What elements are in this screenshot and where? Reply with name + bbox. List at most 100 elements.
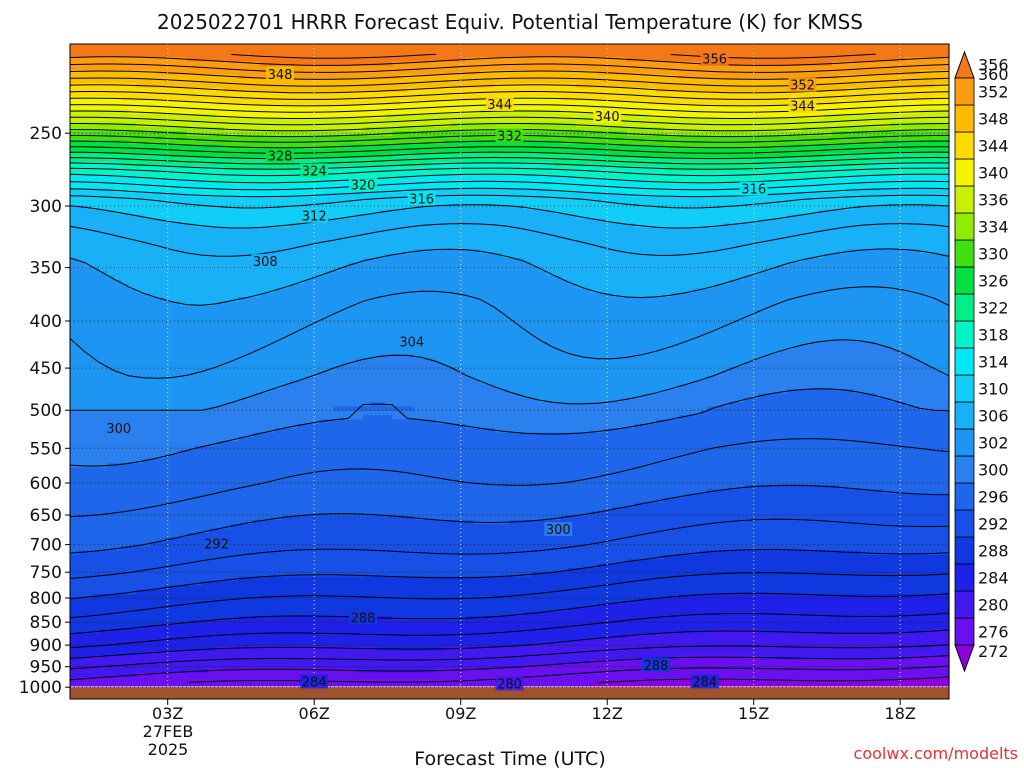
heatmap-cell [919, 209, 928, 215]
heatmap-cell [326, 44, 335, 49]
heatmap-cell [656, 92, 664, 97]
heatmap-cell [641, 214, 650, 220]
heatmap-cell [399, 175, 408, 180]
heatmap-cell [883, 135, 892, 141]
heatmap-cell [121, 113, 130, 119]
heatmap-cell [919, 118, 928, 124]
heatmap-cell [121, 153, 130, 159]
heatmap-cell [297, 118, 306, 124]
heatmap-cell [809, 140, 818, 146]
heatmap-cell [458, 44, 467, 49]
heatmap-cell [385, 218, 393, 224]
heatmap-cell [641, 140, 650, 146]
heatmap-cell [597, 57, 606, 63]
heatmap-cell [795, 188, 804, 194]
heatmap-cell [275, 100, 284, 106]
heatmap-cell [780, 166, 789, 172]
heatmap-cell [809, 48, 818, 54]
heatmap-cell [267, 196, 276, 202]
heatmap-cell [714, 92, 723, 97]
heatmap-cell [363, 161, 371, 167]
heatmap-cell [428, 223, 437, 228]
heatmap-cell [905, 127, 913, 132]
heatmap-cell [472, 205, 481, 211]
heatmap-cell [428, 175, 437, 180]
heatmap-cell [692, 131, 701, 137]
heatmap-cell [165, 100, 174, 106]
heatmap-cell [135, 87, 144, 93]
heatmap-cell [663, 78, 672, 84]
heatmap-cell [304, 175, 313, 180]
heatmap-cell [377, 223, 386, 228]
heatmap-cell [626, 223, 635, 228]
heatmap-cell [282, 144, 291, 150]
heatmap-cell [897, 157, 906, 163]
heatmap-cell [787, 135, 796, 141]
heatmap-cell [282, 214, 291, 220]
heatmap-cell [333, 65, 342, 71]
heatmap-cell [743, 127, 752, 132]
heatmap-cell [443, 157, 452, 163]
heatmap-cell [905, 175, 913, 180]
heatmap-cell [612, 140, 620, 146]
heatmap-cell [392, 183, 401, 189]
heatmap-cell [194, 127, 203, 132]
heatmap-cell [575, 44, 584, 49]
heatmap-cell [634, 109, 642, 115]
heatmap-cell [868, 109, 877, 115]
heatmap-cell [934, 70, 943, 76]
heatmap-cell [670, 122, 679, 128]
heatmap-cell [568, 113, 577, 119]
heatmap-cell [385, 92, 393, 97]
heatmap-cell [597, 188, 606, 194]
heatmap-cell [143, 48, 152, 54]
heatmap-cell [509, 183, 518, 189]
heatmap-cell [883, 87, 892, 93]
heatmap-cell [568, 166, 577, 172]
heatmap-cell [809, 131, 818, 137]
heatmap-cell [223, 157, 232, 163]
heatmap-cell [590, 131, 599, 137]
heatmap-cell [458, 131, 467, 137]
heatmap-cell [714, 188, 723, 194]
heatmap-cell [751, 153, 760, 159]
heatmap-cell [377, 179, 386, 185]
heatmap-cell [875, 109, 884, 115]
heatmap-cell [802, 214, 811, 220]
heatmap-cell [194, 44, 203, 49]
heatmap-cell [319, 131, 328, 137]
heatmap-cell [839, 96, 848, 102]
heatmap-cell [787, 205, 796, 211]
heatmap-cell [77, 96, 86, 102]
heatmap-cell [194, 52, 203, 58]
heatmap-cell [729, 170, 738, 176]
heatmap-cell [765, 57, 774, 63]
heatmap-cell [670, 183, 679, 189]
heatmap-cell [201, 96, 210, 102]
heatmap-cell [201, 65, 210, 71]
heatmap-cell [575, 153, 584, 159]
heatmap-cell [223, 57, 232, 63]
heatmap-cell [560, 205, 569, 211]
heatmap-cell [421, 118, 430, 124]
heatmap-cell [795, 118, 804, 124]
heatmap-cell [612, 196, 620, 202]
heatmap-cell [428, 96, 437, 102]
heatmap-cell [77, 100, 86, 106]
heatmap-cell [839, 127, 848, 132]
heatmap-cell [721, 92, 730, 97]
heatmap-cell [406, 144, 415, 150]
heatmap-cell [502, 140, 511, 146]
heatmap-cell [70, 175, 78, 180]
heatmap-cell [311, 183, 320, 189]
heatmap-cell [106, 218, 115, 224]
heatmap-cell [883, 52, 892, 58]
heatmap-cell [494, 218, 503, 224]
heatmap-cell [560, 135, 569, 141]
heatmap-cell [604, 52, 613, 58]
heatmap-cell [927, 218, 935, 224]
heatmap-cell [502, 148, 511, 154]
heatmap-cell [70, 140, 78, 146]
heatmap-cell [260, 196, 269, 202]
heatmap-cell [890, 70, 899, 76]
